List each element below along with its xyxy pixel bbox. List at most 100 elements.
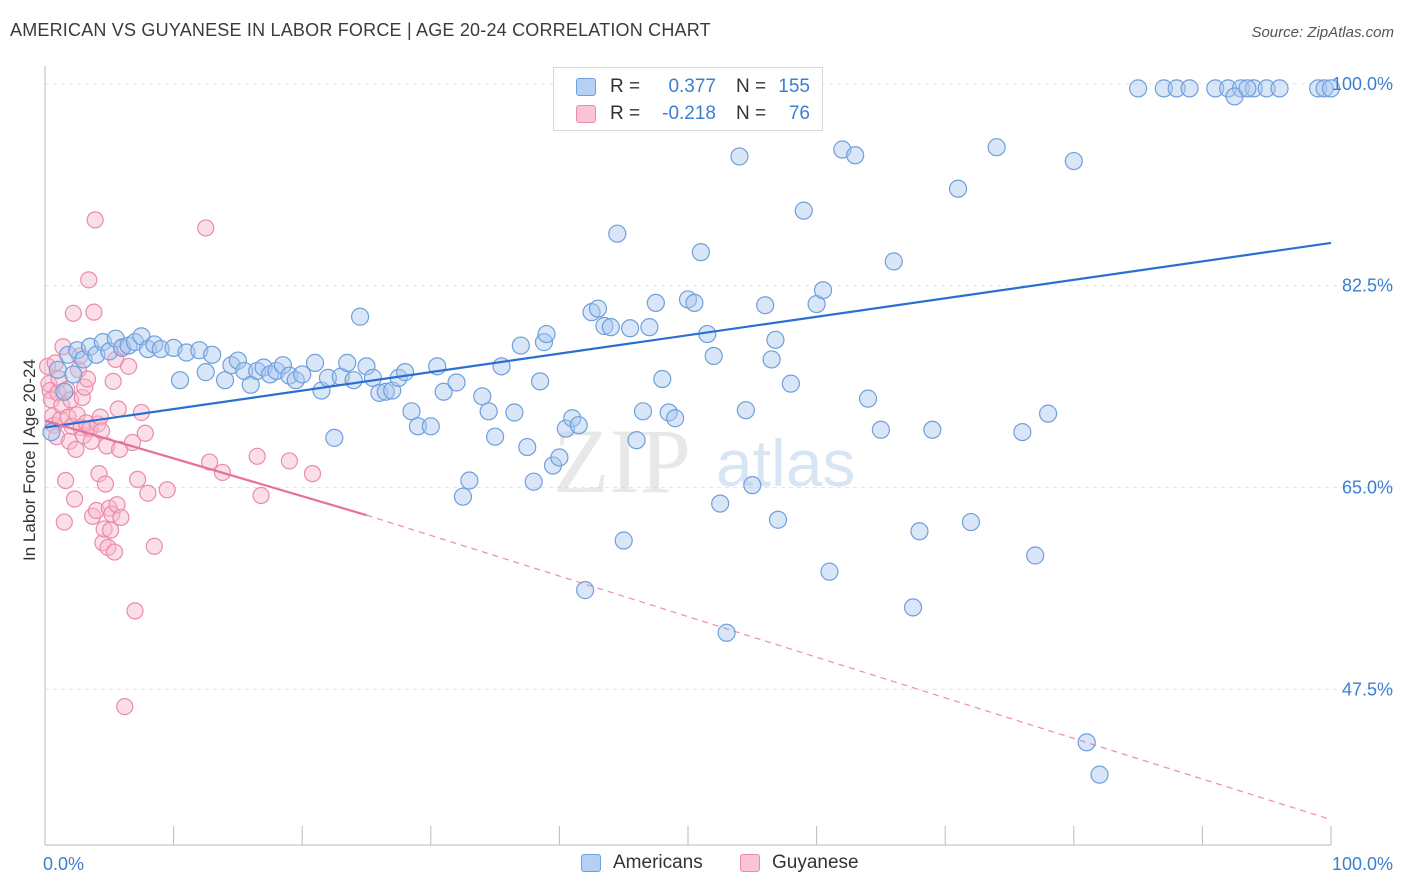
axes (44, 66, 1332, 846)
american-point (601, 318, 620, 337)
american-point (376, 382, 395, 401)
american-point (563, 409, 582, 428)
american-point (640, 318, 659, 337)
american-point (711, 494, 730, 513)
legend-row-guyanese: R = -0.218 N = 76 (576, 101, 810, 127)
americans-swatch (576, 78, 596, 96)
legend-item-americans[interactable]: Americans (581, 852, 703, 874)
guyanese-point (128, 470, 147, 488)
american-point (762, 350, 781, 369)
guyanese-point (119, 357, 138, 375)
guyanese-point (139, 484, 157, 502)
american-point (1321, 79, 1341, 98)
american-point (756, 296, 775, 315)
r-label: R = (610, 103, 641, 124)
guyanese-swatch (740, 854, 760, 872)
correlation-legend: R = 0.377 N = 155 R = -0.218 N = 76 (553, 67, 823, 131)
watermark: ZIP atlas (553, 410, 855, 512)
watermark-atlas: atlas (716, 426, 855, 500)
american-point (871, 420, 891, 439)
guyanese-point (136, 424, 154, 442)
american-point (633, 402, 653, 421)
guyanese-point (94, 534, 112, 552)
american-point (961, 512, 981, 532)
series-legend: Americans Guyanese (0, 852, 1406, 878)
american-point (1013, 422, 1032, 442)
american-point (704, 346, 723, 366)
guyanese-point (103, 505, 121, 523)
american-point (569, 416, 588, 435)
guyanese-point (145, 537, 163, 555)
legend-label-americans: Americans (613, 852, 703, 873)
r-label: R = (610, 76, 641, 97)
american-point (730, 147, 749, 166)
legend-item-guyanese[interactable]: Guyanese (740, 852, 859, 874)
american-point (1038, 404, 1058, 423)
american-point (350, 307, 370, 326)
american-point (646, 293, 665, 313)
american-point (627, 431, 646, 450)
guyanese-point (78, 370, 97, 388)
y-tick-label: 65.0% (1342, 477, 1393, 497)
american-point (338, 353, 357, 372)
n-label: N = (736, 76, 767, 97)
american-point (846, 146, 865, 165)
american-point (1238, 79, 1257, 98)
american-point (608, 224, 627, 243)
guyanese-point (197, 219, 215, 237)
x-tick-label: 100.0% (1332, 854, 1393, 874)
american-point (781, 374, 800, 393)
american-point (151, 339, 170, 359)
american-point (987, 138, 1006, 157)
american-point (621, 319, 640, 338)
american-point (215, 371, 235, 390)
american-point (766, 330, 785, 349)
guyanese-point (109, 400, 127, 418)
guyanese-point (116, 697, 134, 716)
american-point (196, 363, 215, 382)
guyanese-point (64, 304, 82, 322)
guyanese-point (67, 440, 85, 458)
american-point (518, 437, 537, 457)
american-point (447, 373, 466, 392)
legend-label-guyanese: Guyanese (772, 852, 859, 873)
american-point (421, 417, 440, 436)
american-point (1244, 79, 1263, 98)
guyanese-point (105, 543, 124, 561)
american-point (813, 281, 833, 300)
american-point (1077, 733, 1096, 752)
americans-swatch (581, 854, 601, 872)
guyanese-point (90, 465, 108, 483)
american-point (923, 420, 942, 439)
guyanese-point (252, 486, 270, 505)
y-tick-label: 100.0% (1332, 74, 1393, 94)
american-point (1167, 79, 1186, 98)
american-point (948, 179, 968, 198)
american-point (588, 299, 608, 318)
guyanese-point (104, 372, 122, 390)
american-point (486, 427, 505, 446)
american-point (736, 401, 755, 420)
american-point (685, 293, 704, 313)
x-tick-label: 0.0% (43, 854, 84, 874)
american-point (576, 581, 595, 600)
american-point (293, 365, 312, 384)
y-tick-label: 47.5% (1342, 679, 1393, 699)
american-point (691, 243, 710, 262)
american-point (1270, 79, 1289, 98)
guyanese-point (65, 490, 84, 508)
american-point (453, 487, 473, 506)
guyanese-point (95, 520, 113, 538)
guyanese-point (56, 471, 75, 490)
american-point (55, 382, 74, 401)
american-point (203, 345, 222, 364)
watermark-zip: ZIP (553, 410, 691, 512)
american-point (1315, 79, 1334, 98)
american-point (48, 360, 67, 379)
guyanese-point (86, 211, 104, 229)
guyanese-points (38, 211, 322, 716)
american-point (614, 531, 633, 550)
american-point (550, 448, 569, 467)
guyanese-point (80, 271, 98, 289)
american-point (1128, 79, 1148, 98)
